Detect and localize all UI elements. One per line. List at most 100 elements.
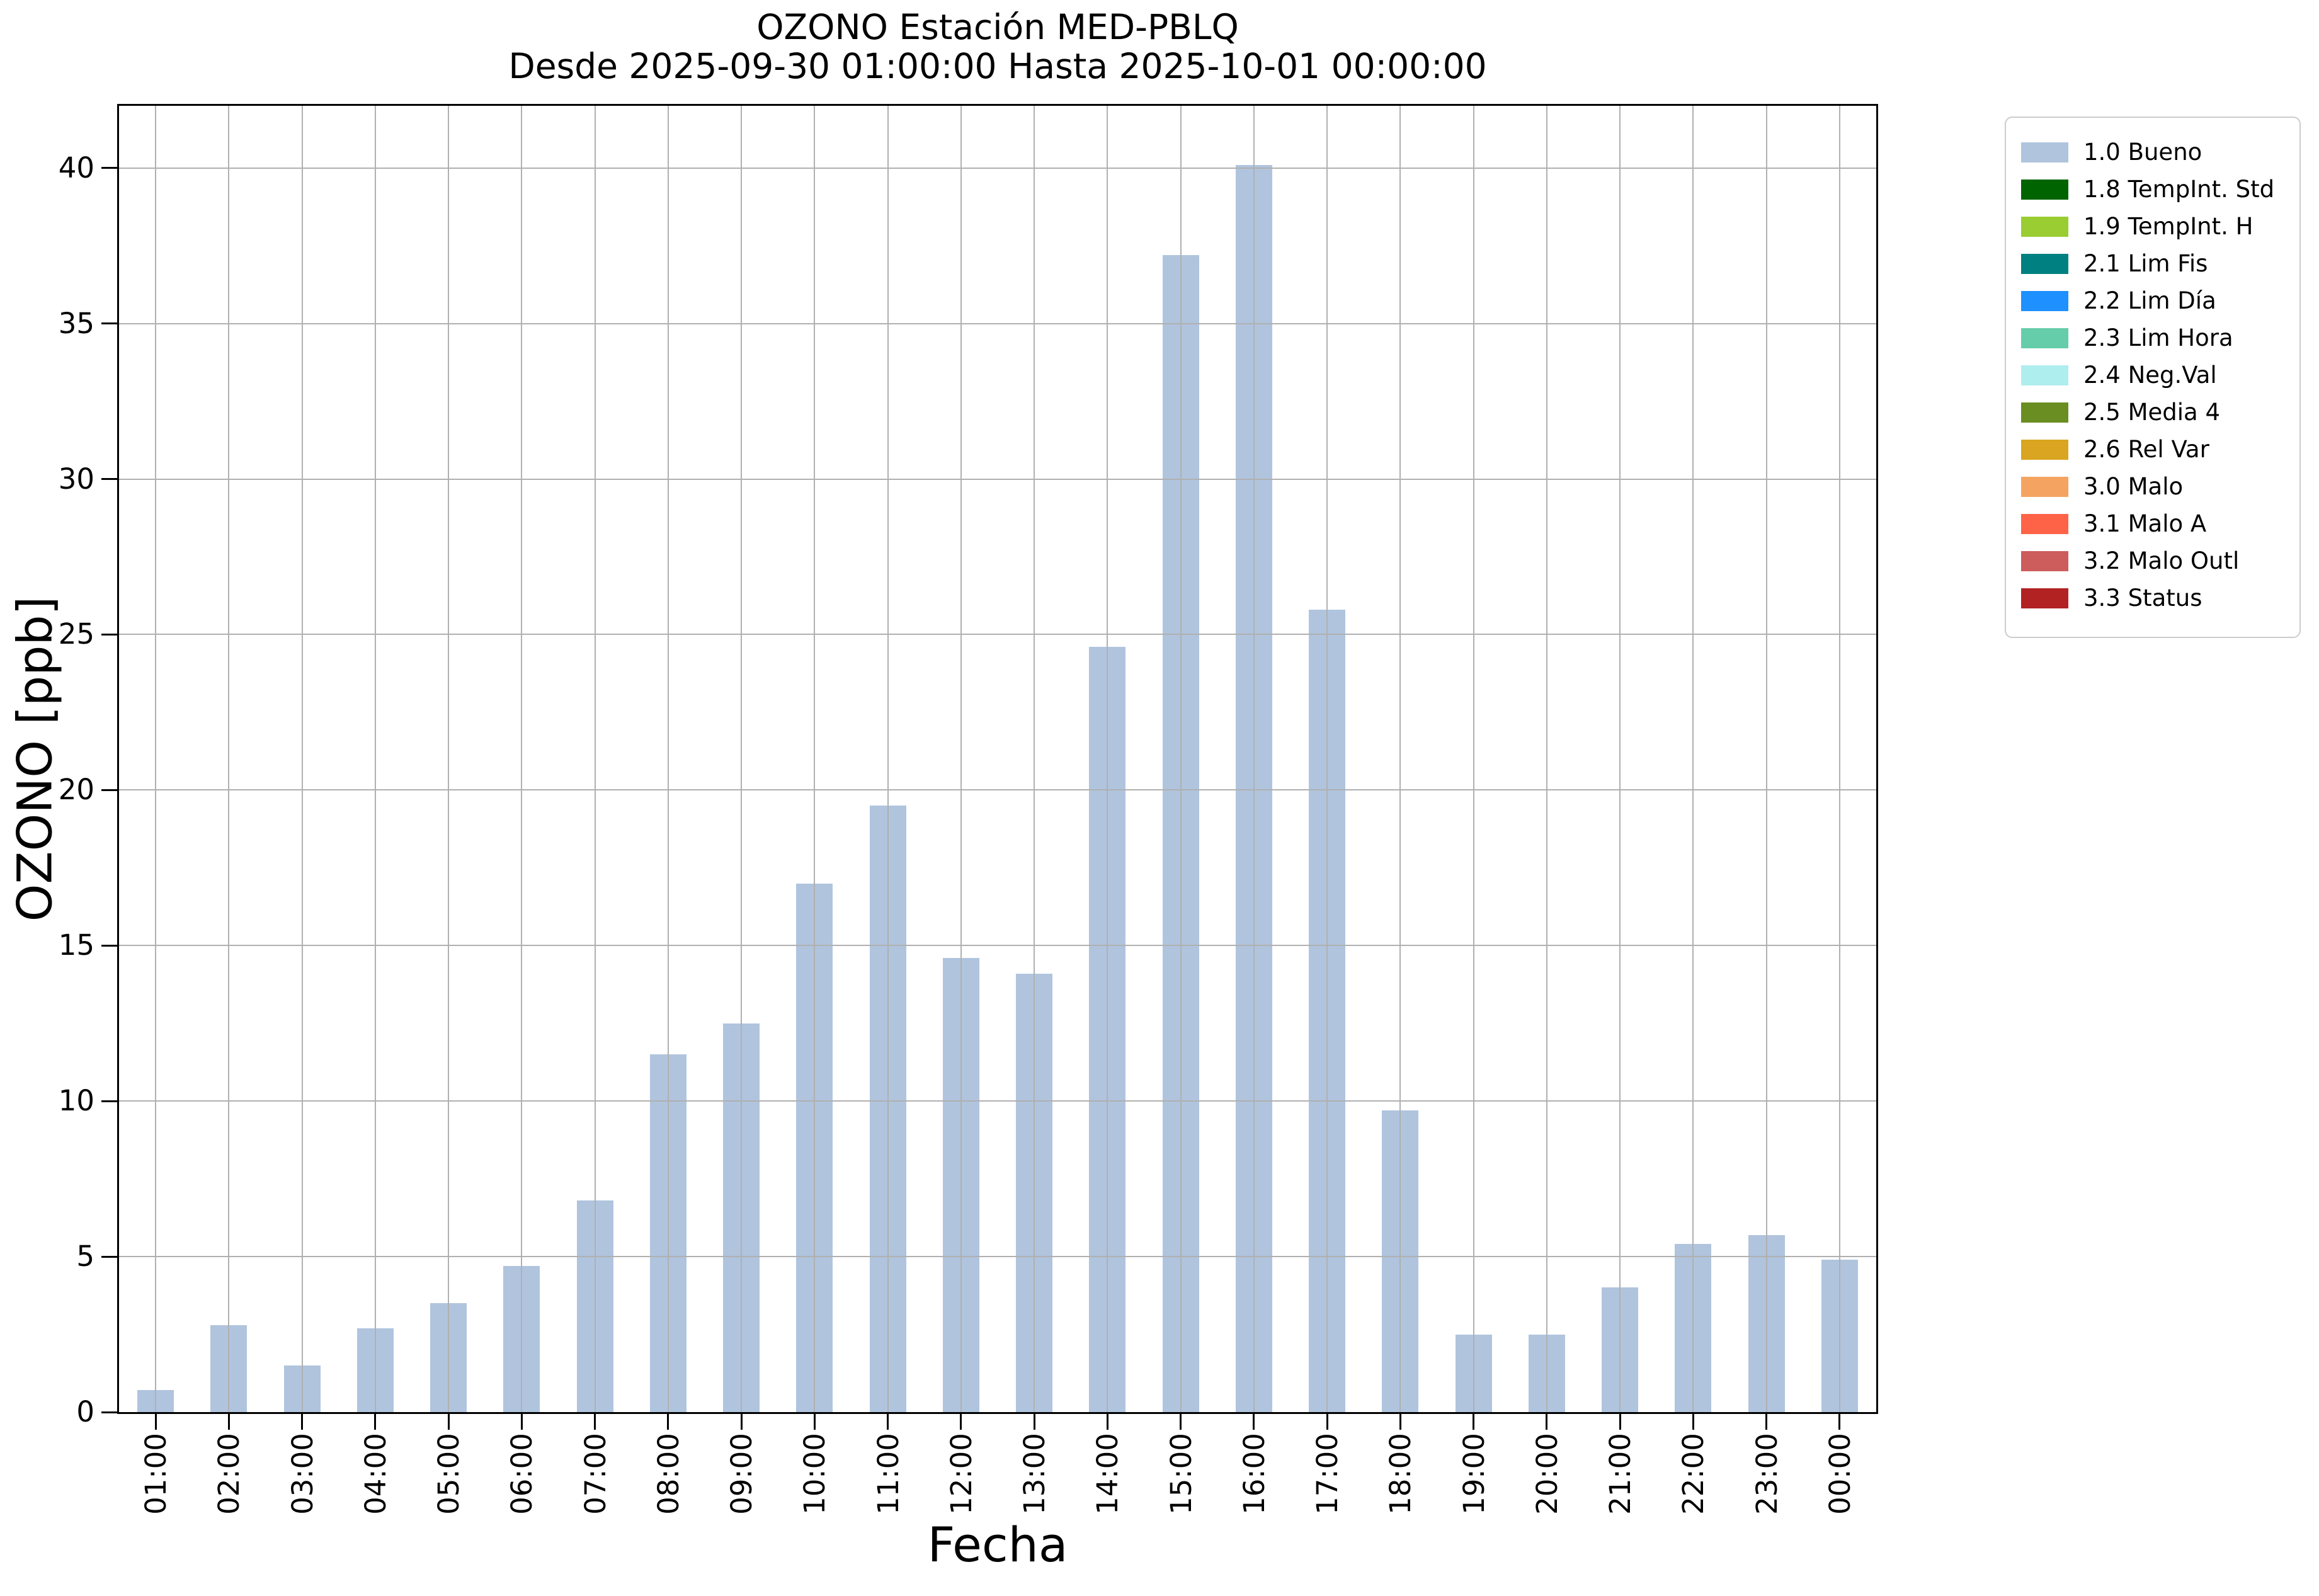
x-tick-mark (301, 1414, 304, 1430)
y-tick-label: 15 (58, 928, 94, 962)
legend-item: 3.0 Malo (2021, 468, 2299, 505)
y-tick-label: 5 (76, 1240, 94, 1274)
bar-20:00 (1528, 1334, 1565, 1412)
bar-23:00 (1748, 1234, 1785, 1412)
x-tick-mark (227, 1414, 230, 1430)
x-tick-mark (1692, 1414, 1694, 1430)
legend-swatch (2021, 179, 2068, 200)
legend-item: 2.4 Neg.Val (2021, 356, 2299, 394)
bar-05:00 (430, 1303, 467, 1412)
legend-label: 1.8 TempInt. Std (2083, 176, 2275, 203)
bar-06:00 (503, 1265, 540, 1412)
legend-item: 2.3 Lim Hora (2021, 319, 2299, 356)
y-tick-label: 25 (58, 617, 94, 651)
y-tick-mark (101, 1100, 117, 1102)
legend-label: 2.4 Neg.Val (2083, 362, 2217, 389)
x-tick-mark (1546, 1414, 1548, 1430)
bar-18:00 (1382, 1110, 1419, 1412)
legend-swatch (2021, 142, 2068, 162)
y-tick-mark (101, 1411, 117, 1413)
y-tick-mark (101, 789, 117, 791)
bar-12:00 (942, 958, 979, 1412)
x-tick-mark (887, 1414, 889, 1430)
legend-label: 2.1 Lim Fis (2083, 250, 2208, 277)
bar-08:00 (649, 1054, 687, 1412)
legend-item: 2.1 Lim Fis (2021, 245, 2299, 282)
legend-swatch (2021, 550, 2068, 571)
legend-item: 2.5 Media 4 (2021, 394, 2299, 431)
y-tick-label: 20 (58, 773, 94, 807)
y-tick-label: 30 (58, 462, 94, 496)
x-tick-mark (1106, 1414, 1108, 1430)
chart-title: OZONO Estación MED-PBLQ (756, 7, 1239, 47)
bar-02:00 (210, 1325, 248, 1412)
legend-swatch (2021, 253, 2068, 274)
legend-label: 3.1 Malo A (2083, 510, 2207, 537)
bar-13:00 (1016, 973, 1053, 1412)
legend-swatch (2021, 290, 2068, 311)
legend-swatch (2021, 439, 2068, 460)
legend-item: 3.1 Malo A (2021, 505, 2299, 542)
x-tick-mark (1399, 1414, 1401, 1430)
y-tick-label: 10 (58, 1084, 94, 1118)
bar-04:00 (356, 1328, 394, 1412)
x-tick-mark (813, 1414, 816, 1430)
legend-label: 2.3 Lim Hora (2083, 324, 2233, 351)
legend-swatch (2021, 588, 2068, 608)
x-tick-mark (667, 1414, 669, 1430)
x-tick-mark (1180, 1414, 1182, 1430)
legend-item: 3.2 Malo Outl (2021, 542, 2299, 579)
x-tick-mark (520, 1414, 523, 1430)
bar-15:00 (1162, 255, 1199, 1412)
legend-label: 1.0 Bueno (2083, 139, 2202, 166)
y-tick-mark (101, 1255, 117, 1258)
bar-16:00 (1235, 164, 1272, 1412)
legend-item: 1.0 Bueno (2021, 134, 2299, 171)
x-tick-mark (374, 1414, 377, 1430)
legend-item: 1.8 TempInt. Std (2021, 171, 2299, 208)
x-tick-mark (1326, 1414, 1328, 1430)
y-tick-label: 0 (76, 1395, 94, 1428)
legend-item: 2.6 Rel Var (2021, 431, 2299, 468)
legend-label: 2.6 Rel Var (2083, 436, 2209, 463)
y-axis-label: OZONO [ppb] (6, 596, 63, 922)
x-tick-mark (1619, 1414, 1621, 1430)
chart-subtitle: Desde 2025-09-30 01:00:00 Hasta 2025-10-… (508, 46, 1487, 86)
y-tick-label: 35 (58, 306, 94, 340)
bar-01:00 (137, 1390, 174, 1412)
bar-10:00 (796, 883, 833, 1412)
bar-00:00 (1821, 1260, 1858, 1412)
legend-swatch (2021, 328, 2068, 348)
y-tick-mark (101, 167, 117, 169)
legend: 1.0 Bueno 1.8 TempInt. Std 1.9 TempInt. H 2… (2005, 117, 2301, 638)
legend-label: 3.2 Malo Outl (2083, 547, 2240, 574)
bar-14:00 (1089, 647, 1126, 1412)
x-tick-mark (154, 1414, 157, 1430)
x-tick-mark (447, 1414, 450, 1430)
bar-19:00 (1455, 1334, 1492, 1412)
legend-label: 2.5 Media 4 (2083, 399, 2221, 426)
x-tick-mark (1033, 1414, 1035, 1430)
bar-17:00 (1309, 609, 1346, 1412)
legend-item: 3.3 Status (2021, 579, 2299, 617)
legend-swatch (2021, 216, 2068, 237)
y-tick-mark (101, 478, 117, 481)
y-tick-mark (101, 322, 117, 325)
x-tick-mark (960, 1414, 962, 1430)
x-tick-mark (1253, 1414, 1255, 1430)
legend-item: 1.9 TempInt. H (2021, 208, 2299, 245)
bars-layer (119, 106, 1876, 1412)
title-block: OZONO Estación MED-PBLQ Desde 2025-09-30… (117, 8, 1878, 86)
x-tick-mark (1838, 1414, 1841, 1430)
y-tick-mark (101, 944, 117, 947)
bar-11:00 (869, 806, 906, 1412)
legend-label: 3.3 Status (2083, 584, 2202, 612)
y-tick-label: 40 (58, 151, 94, 185)
plot-area (117, 104, 1878, 1414)
legend-label: 1.9 TempInt. H (2083, 213, 2253, 240)
bar-22:00 (1675, 1244, 1712, 1412)
legend-swatch (2021, 513, 2068, 534)
legend-swatch (2021, 402, 2068, 423)
x-tick-mark (740, 1414, 743, 1430)
